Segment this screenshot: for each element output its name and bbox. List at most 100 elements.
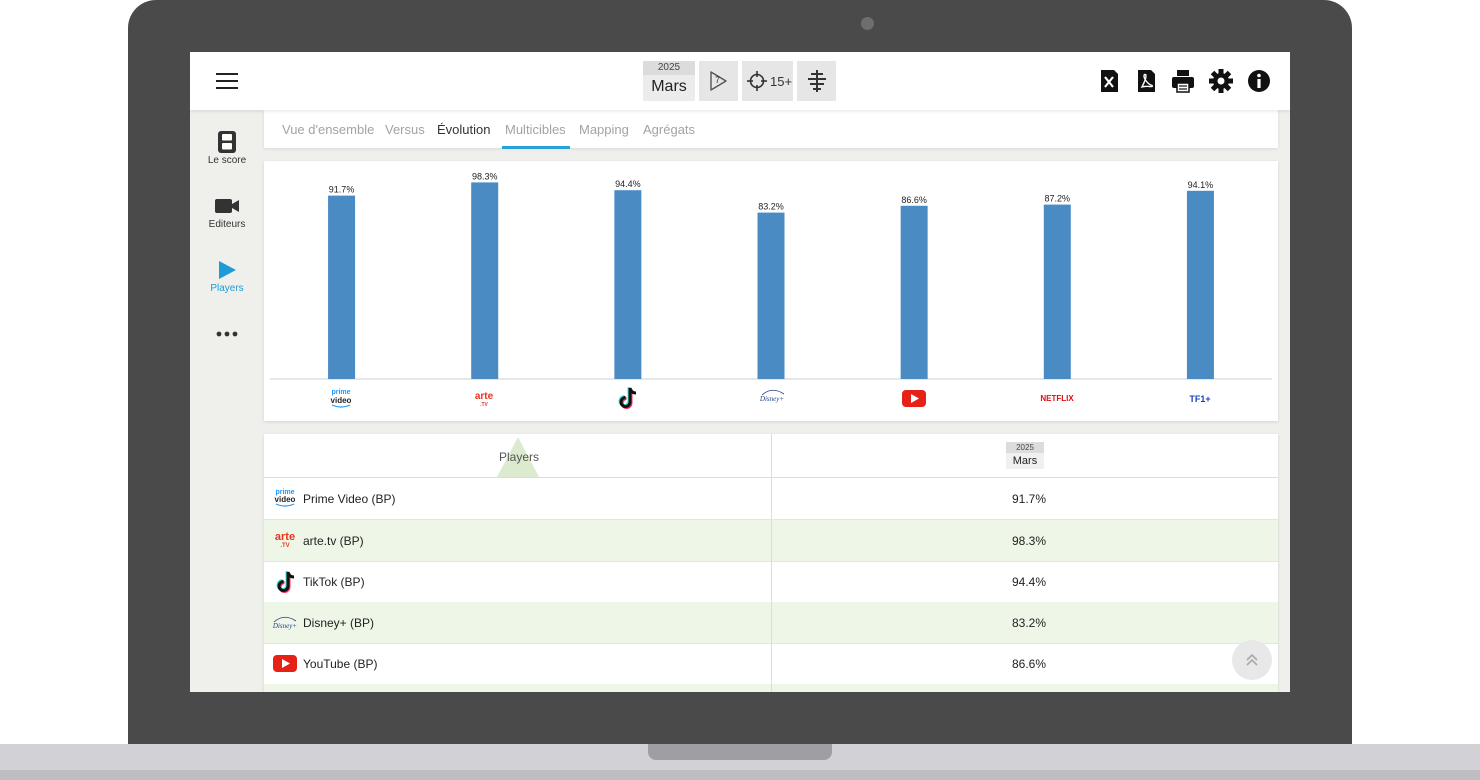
double-chevron-up-icon [1246, 653, 1258, 666]
prime-video-logo: prime video [331, 389, 352, 408]
youtube-logo [902, 390, 926, 407]
svg-text:video: video [331, 396, 352, 405]
bar-4[interactable] [900, 205, 928, 379]
player-value: 98.3% [1012, 534, 1047, 548]
player-name: TikTok (BP) [303, 575, 365, 589]
svg-text:arte: arte [475, 391, 494, 402]
video-camera-icon [215, 199, 239, 213]
bar-2[interactable] [614, 190, 642, 379]
play-icon [219, 261, 236, 279]
svg-text:arte: arte [275, 531, 295, 543]
table-row[interactable]: Disney+ Disney+ (BP) 83.2% [264, 602, 1278, 644]
table-header: Players 2025 Mars [264, 434, 1278, 692]
period-month: Mars [651, 78, 687, 95]
table-row[interactable]: TikTok (BP) 94.4% [264, 561, 1278, 603]
table-row[interactable]: arte .TV arte.tv (BP) 98.3% [264, 520, 1278, 562]
sidebar-item-players[interactable]: Players [190, 258, 264, 308]
tab-agregats[interactable]: Agrégats [643, 122, 696, 137]
disney-plus-logo: Disney+ [759, 389, 784, 403]
table-row[interactable]: prime video Prime Video (BP) 91.7% [264, 478, 1278, 520]
hamburger-menu-icon[interactable] [216, 73, 238, 90]
laptop-notch [648, 744, 832, 760]
align-filter-button[interactable] [797, 61, 836, 101]
tab-evolution[interactable]: Évolution [437, 122, 491, 137]
sidebar-item-editeurs[interactable]: Editeurs [190, 194, 264, 244]
sort-indicator [497, 437, 539, 477]
evolution-bar-chart: 91.7% 98.3% 94.4% 83.2% 86.6% 87.2% 94.1% prim… [270, 171, 1272, 409]
play-badge: 7 [715, 75, 721, 85]
target-filter-button[interactable]: 15+ [742, 61, 793, 101]
table-row-partial [264, 684, 1278, 692]
print-icon[interactable] [1170, 68, 1196, 94]
youtube-logo [273, 655, 297, 672]
tab-vue-ensemble[interactable]: Vue d'ensemble [282, 122, 375, 137]
tab-multicibles[interactable]: Multicibles [505, 122, 566, 137]
player-value: 91.7% [1012, 492, 1047, 506]
player-value: 86.6% [1012, 657, 1047, 671]
crosshair-icon [747, 71, 767, 91]
row-divider [771, 561, 772, 602]
period-year: 2025 [643, 61, 695, 75]
arte-tv-logo: arte .TV [275, 531, 295, 549]
svg-text:video: video [275, 495, 296, 504]
row-divider [771, 643, 772, 684]
period-selector[interactable]: 2025 Mars [643, 61, 695, 101]
svg-text:.TV: .TV [480, 402, 488, 408]
bar-0[interactable] [328, 195, 356, 379]
sidebar-item-label: Editeurs [208, 219, 246, 230]
svg-text:TF1+: TF1+ [1189, 394, 1210, 404]
player-name: arte.tv (BP) [303, 534, 364, 548]
table-row[interactable]: YouTube (BP) 86.6% [264, 643, 1278, 685]
arte-tv-logo: arte .TV [475, 391, 494, 408]
sidebar-item-le-score[interactable]: Le score [190, 130, 264, 180]
info-icon[interactable] [1246, 68, 1272, 94]
player-value: 83.2% [1012, 616, 1047, 630]
scroll-to-top-button[interactable] [1232, 640, 1272, 680]
player-name: YouTube (BP) [303, 657, 378, 671]
svg-text:Disney+: Disney+ [272, 622, 297, 630]
bar-label-3: 83.2% [758, 202, 784, 212]
bar-label-4: 86.6% [901, 195, 927, 205]
period-column-header[interactable]: 2025 Mars [1006, 442, 1044, 469]
players-table: Players 2025 Mars prime video Prime Vide… [264, 434, 1278, 692]
excel-export-icon[interactable] [1096, 68, 1122, 94]
tab-mapping[interactable]: Mapping [579, 122, 629, 137]
pdf-export-icon[interactable] [1133, 68, 1159, 94]
laptop-base-edge [0, 770, 1480, 780]
bar-1[interactable] [471, 182, 499, 379]
svg-text:prime: prime [331, 389, 350, 396]
disney-plus-logo: Disney+ [272, 616, 297, 630]
svg-text:NETFLIX: NETFLIX [1040, 394, 1074, 403]
player-value: 94.4% [1012, 575, 1047, 589]
bar-6[interactable] [1186, 190, 1214, 379]
tiktok-logo [276, 571, 295, 593]
gear-icon[interactable] [1208, 68, 1234, 94]
top-toolbar: 2025 Mars 7 15+ [190, 52, 1290, 110]
play-icon [710, 71, 727, 91]
tab-versus[interactable]: Versus [385, 122, 425, 137]
score-icon [218, 131, 236, 153]
netflix-logo: NETFLIX [1040, 394, 1074, 403]
bar-label-1: 98.3% [472, 171, 498, 181]
tiktok-logo [618, 387, 637, 409]
svg-text:Disney+: Disney+ [759, 395, 784, 403]
play-filter-button[interactable]: 7 [699, 61, 738, 101]
sidebar: Le score Editeurs Players [190, 110, 264, 692]
more-dots-icon [216, 331, 238, 337]
bar-5[interactable] [1043, 204, 1071, 379]
evolution-chart-card: 91.7% 98.3% 94.4% 83.2% 86.6% 87.2% 94.1% prim… [264, 161, 1278, 421]
players-column-header[interactable]: Players [499, 450, 540, 464]
row-divider [771, 520, 772, 561]
target-label: 15+ [770, 74, 793, 89]
row-divider [771, 684, 772, 692]
header-year: 2025 [1006, 442, 1044, 453]
bar-label-2: 94.4% [615, 179, 641, 189]
sidebar-more[interactable] [190, 322, 264, 372]
row-divider [771, 478, 772, 519]
tab-bar: Vue d'ensemble Versus Évolution Multicib… [264, 110, 1278, 149]
bar-label-5: 87.2% [1045, 194, 1071, 204]
bar-label-6: 94.1% [1188, 180, 1214, 190]
active-tab-indicator [502, 146, 570, 149]
bar-3[interactable] [757, 212, 785, 379]
camera [861, 17, 874, 30]
